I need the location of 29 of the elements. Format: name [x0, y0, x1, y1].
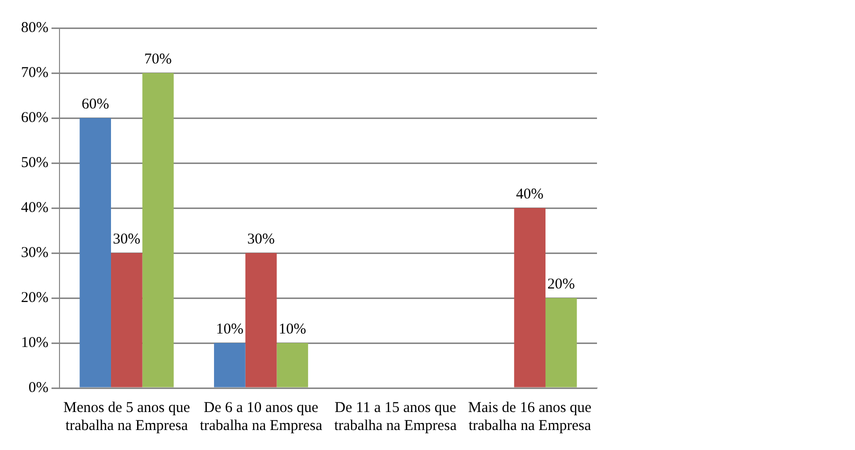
data-label: 30% — [247, 231, 275, 248]
y-tick-label: 60% — [20, 110, 48, 126]
data-label: 20% — [547, 276, 575, 292]
x-tick-label: Mais de 16 anos que trabalha na Empresa — [468, 400, 592, 434]
bar — [245, 253, 277, 388]
bar — [514, 208, 546, 388]
bar — [142, 73, 174, 388]
bar — [111, 253, 142, 388]
y-tick-label: 0% — [28, 380, 48, 396]
bar — [80, 118, 112, 388]
y-tick-label: 10% — [20, 334, 48, 351]
data-label: 70% — [144, 51, 172, 68]
data-label: 60% — [82, 96, 110, 112]
data-label: 10% — [216, 321, 244, 338]
x-tick-label: De 6 a 10 anos que trabalha na Empresa — [200, 400, 323, 434]
data-label: 40% — [516, 186, 544, 202]
data-label: 30% — [112, 231, 140, 248]
y-tick-label: 40% — [20, 200, 48, 216]
data-label: 10% — [278, 321, 306, 338]
x-tick-label: Menos de 5 anos que trabalha na Empresa — [63, 400, 190, 434]
bar — [545, 298, 577, 388]
bar — [214, 343, 246, 388]
y-tick-label: 80% — [20, 20, 48, 36]
y-tick-label: 70% — [20, 64, 48, 81]
bar — [276, 343, 308, 388]
y-tick-label: 50% — [20, 154, 48, 171]
y-tick-label: 20% — [20, 290, 48, 306]
x-tick-label: De 11 a 15 anos que trabalha na Empresa — [334, 400, 457, 434]
y-tick-label: 30% — [20, 244, 48, 261]
